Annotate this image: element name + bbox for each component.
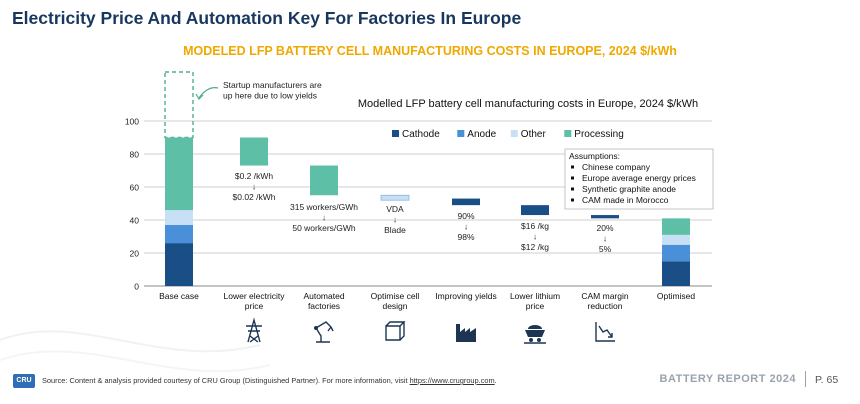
x-category-label: CAM margin [581,291,629,301]
assumption-item: Synthetic graphite anode [582,184,676,194]
x-category-label: Lower electricity [224,291,286,301]
y-tick-label: 60 [130,183,140,193]
step-annotation: 20% [596,223,613,233]
step-annotation: ↓ [322,213,326,223]
legend-label: Cathode [402,129,440,140]
step-bar [521,205,549,216]
x-category-label: Optimised [657,291,696,301]
startup-note-line: Startup manufacturers are [223,80,322,90]
startup-note-line: up here due to low yields [223,91,317,101]
step-annotation: $0.2 /kWh [235,171,274,181]
legend-label: Other [521,129,547,140]
bar-segment-other [165,210,193,225]
y-tick-label: 80 [130,150,140,160]
mine-cart-icon [529,338,533,342]
step-annotation: VDA [386,204,404,214]
step-annotation: $12 /kg [521,242,549,252]
step-bar [310,165,338,196]
assumption-bullet [571,187,574,191]
legend-swatch [510,130,518,137]
x-category-label: reduction [588,301,623,311]
legend-swatch [564,130,572,137]
x-category-label: Automated [303,291,344,301]
assumption-item: Chinese company [582,162,651,172]
source-note: Source: Content & analysis provided cour… [42,376,497,385]
footer-divider [805,371,806,387]
x-category-label: design [382,301,407,311]
step-annotation: ↓ [533,232,537,242]
startup-range-box [164,71,194,139]
power-tower-icon [246,317,262,343]
robot-arm-icon [314,326,318,330]
bar-segment-other [662,234,690,245]
bar-segment-processing [662,218,690,235]
mine-cart-icon [537,338,541,342]
bar-segment-processing [165,137,193,211]
step-annotation: 90% [457,211,474,221]
step-bar-outline [380,194,410,201]
assumption-bullet [571,165,574,169]
cell-box-icon [385,321,406,341]
step-annotation: 50 workers/GWh [292,223,356,233]
report-label: BATTERY REPORT 2024 [659,373,796,385]
step-annotation: ↓ [252,182,256,192]
x-category-label: Base case [159,291,199,301]
assumption-item: CAM made in Morocco [582,195,669,205]
x-category-label: price [245,301,264,311]
bar-segment-anode [662,244,690,262]
step-annotation: 98% [457,232,474,242]
chart-title: Modelled LFP battery cell manufacturing … [358,98,698,110]
x-category-label: Optimise cell [371,291,420,301]
step-annotation: $16 /kg [521,221,549,231]
assumptions-box [564,148,714,210]
downtrend-icon [595,322,615,342]
step-annotation: ↓ [393,215,397,225]
bar-segment-anode [165,224,193,244]
y-tick-label: 100 [125,117,139,127]
cru-logo: CRU [13,374,35,388]
page-number: P. 65 [815,374,839,386]
background-swoosh [0,330,271,373]
step-annotation: ↓ [603,234,607,244]
legend-swatch [457,130,465,137]
source-link[interactable]: https://www.crugroup.com [409,376,495,385]
page-title: Electricity Price And Automation Key For… [12,8,522,28]
y-tick-label: 20 [130,249,140,259]
mine-cart-icon [525,325,545,337]
step-annotation: ↓ [464,222,468,232]
robot-arm-icon [315,321,334,343]
assumption-item: Europe average energy prices [582,173,696,183]
assumptions-heading: Assumptions: [569,151,620,161]
waterfall-chart: 0 20 40 60 80 100 Modelled LFP battery cell ma… [125,71,714,344]
factory-icon [456,324,476,342]
bar-segment-cathode [165,243,193,286]
assumption-bullet [571,176,574,180]
step-bar [591,215,619,219]
step-bar [452,198,480,206]
y-tick-label: 40 [130,216,140,226]
source-text: Source: Content & analysis provided cour… [42,376,408,385]
source-end: . [494,376,497,385]
step-bar [240,137,268,166]
step-bar [381,195,409,201]
step-annotation: Blade [384,225,406,235]
step-annotation: $0.02 /kWh [233,192,276,202]
step-annotation: 5% [599,244,612,254]
x-category-label: Lower lithium [510,291,560,301]
x-category-label: price [526,301,545,311]
assumption-bullet [571,198,574,202]
legend-swatch [392,130,399,137]
x-category-label: factories [308,301,340,311]
bar-segment-cathode [662,261,690,286]
chart-subtitle: MODELED LFP BATTERY CELL MANUFACTURING C… [183,44,677,58]
x-category-label: Improving yields [435,291,496,301]
startup-arrowhead [195,93,204,100]
legend-label: Processing [574,129,623,140]
y-tick-label: 0 [134,282,139,292]
legend-label: Anode [467,129,496,140]
step-annotation: 315 workers/GWh [290,202,358,212]
startup-arrow [198,86,219,99]
